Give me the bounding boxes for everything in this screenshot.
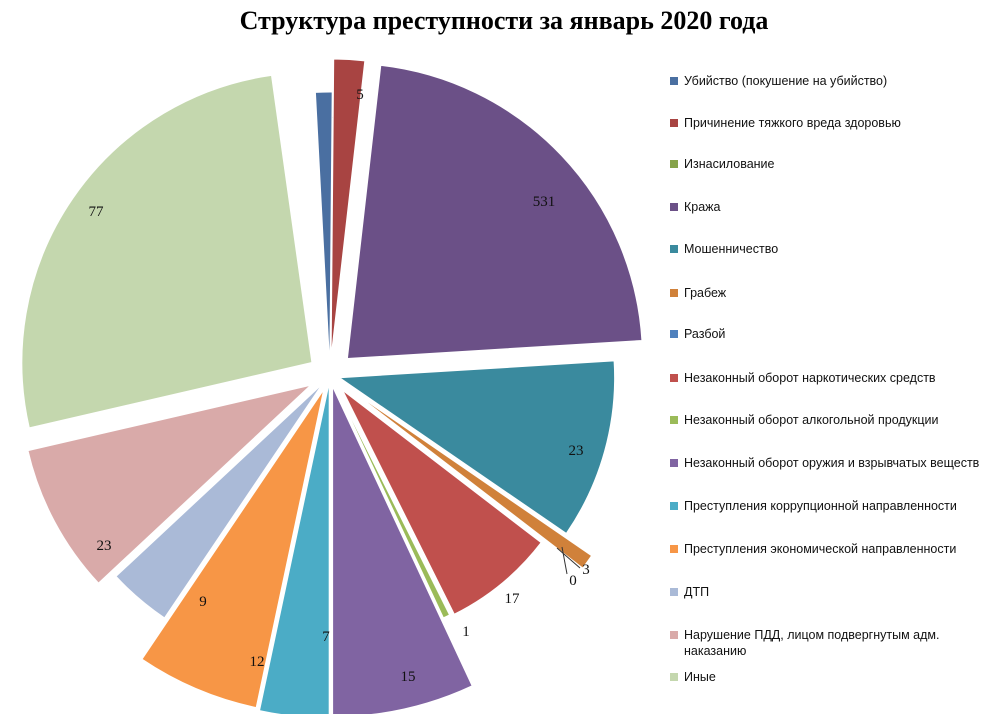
- legend-swatch: [670, 119, 678, 127]
- legend-label: Незаконный оборот наркотических средств: [684, 371, 936, 385]
- legend-swatch: [670, 631, 678, 639]
- legend-swatch: [670, 203, 678, 211]
- slice-value-label: 77: [89, 204, 105, 220]
- legend-label: Преступления коррупционной направленност…: [684, 499, 957, 513]
- legend-swatch: [670, 673, 678, 681]
- pie-slice: [352, 391, 593, 569]
- legend-label: Иные: [684, 670, 716, 684]
- legend-swatch: [670, 545, 678, 553]
- pie-slice: [338, 360, 616, 535]
- legend-label: Грабеж: [684, 286, 727, 300]
- legend-swatch: [670, 245, 678, 253]
- legend-swatch: [670, 289, 678, 297]
- pie-slice: [27, 384, 313, 584]
- pie-slice: [258, 382, 330, 714]
- legend-swatch: [670, 416, 678, 424]
- slice-value-label: 1: [462, 624, 470, 640]
- slice-value-label: 531: [533, 194, 556, 210]
- chart-title: Структура преступности за январь 2020 го…: [239, 6, 769, 35]
- legend-label: Изнасилование: [684, 157, 775, 171]
- pie-slice: [21, 74, 313, 429]
- legend-label: Преступления экономической направленност…: [684, 542, 957, 556]
- slice-value-label: 23: [97, 538, 112, 554]
- pie-chart: 25053123301711571292377: [21, 58, 643, 714]
- legend-label: Кража: [684, 200, 721, 214]
- legend-swatch: [670, 459, 678, 467]
- slice-value-label: 17: [505, 591, 521, 607]
- pie-slice: [332, 386, 473, 714]
- legend-swatch: [670, 77, 678, 85]
- slice-value-label: 15: [401, 669, 416, 685]
- legend-swatch: [670, 588, 678, 596]
- pie-slice: [330, 58, 366, 358]
- legend-label: Незаконный оборот оружия и взрывчатых ве…: [684, 456, 980, 470]
- slice-value-label: 12: [250, 654, 265, 670]
- legend-swatch: [670, 160, 678, 168]
- pie-slice: [141, 389, 325, 709]
- legend-swatch: [670, 502, 678, 510]
- slice-value-label: 0: [569, 573, 577, 589]
- legend-label: ДТП: [684, 585, 710, 599]
- pie-slice: [115, 383, 323, 619]
- pie-slice: [333, 383, 451, 619]
- slice-value-label: 9: [199, 594, 207, 610]
- slice-value-label: 5: [356, 87, 364, 103]
- legend-label: Причинение тяжкого вреда здоровью: [684, 116, 901, 130]
- legend-swatch: [670, 330, 678, 338]
- slice-value-label: 7: [322, 629, 330, 645]
- legend-label: Убийство (покушение на убийство): [684, 74, 888, 88]
- slice-value-label: 23: [569, 443, 584, 459]
- legend-swatch: [670, 374, 678, 382]
- legend: Убийство (покушение на убийство) Причинен…: [667, 0, 1007, 714]
- slice-value-label: 3: [582, 562, 590, 578]
- pie-slice: [314, 91, 333, 368]
- legend-label: Нарушение ПДД, лицом подвергнутым адм. н…: [684, 628, 940, 658]
- legend-label: Мошенничество: [684, 242, 779, 256]
- leader-line: [561, 546, 568, 575]
- legend-label: Разбой: [684, 327, 726, 341]
- pie-slice: [342, 390, 542, 615]
- legend-label: Незаконный оборот алкогольной продукции: [684, 413, 939, 427]
- leader-line: [556, 547, 581, 569]
- pie-slice: [346, 64, 643, 360]
